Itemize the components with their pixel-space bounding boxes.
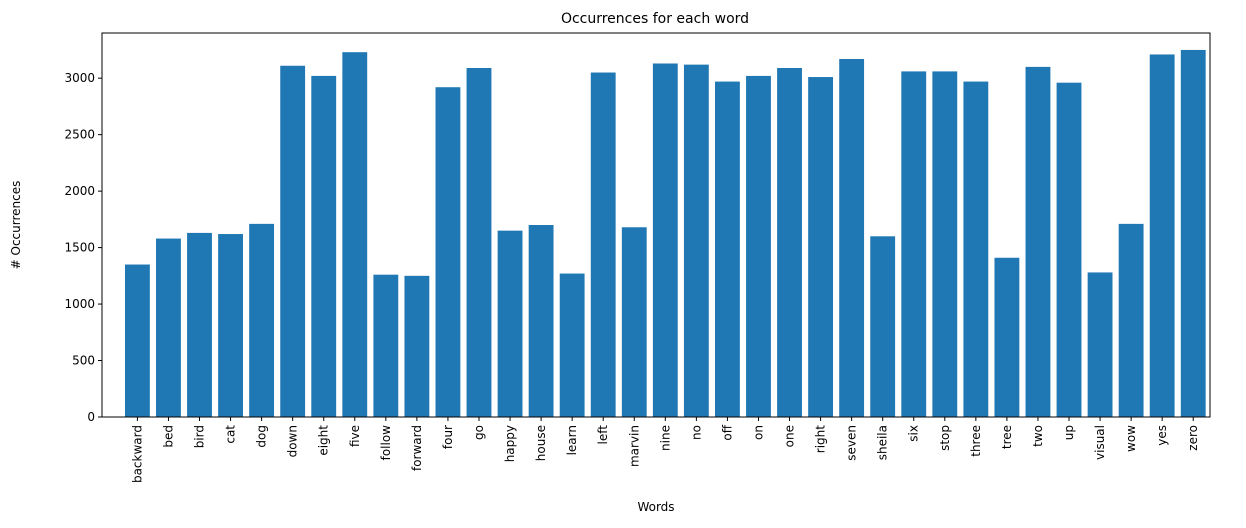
x-tick-label-forward: forward (410, 425, 424, 471)
bar-yes (1149, 54, 1175, 417)
bar-visual (1087, 272, 1113, 417)
x-tick-label-off: off (720, 424, 734, 440)
x-tick-label-six: six (907, 425, 921, 442)
x-tick-label-yes: yes (1155, 425, 1169, 446)
bar-left (590, 72, 616, 417)
bar-two (1025, 66, 1051, 417)
bar-no (683, 64, 709, 417)
bar-forward (404, 275, 430, 417)
y-tick-label: 2500 (64, 128, 95, 142)
bar-up (1056, 82, 1082, 417)
bar-cat (218, 234, 243, 417)
bar-on (746, 75, 771, 417)
x-tick-label-backward: backward (130, 425, 144, 483)
x-tick-label-two: two (1031, 425, 1045, 447)
bar-eight (311, 75, 337, 417)
bar-marvin (621, 227, 647, 417)
x-tick-label-happy: happy (503, 425, 517, 462)
bar-learn (559, 273, 585, 417)
y-tick-label: 1500 (64, 241, 95, 255)
bar-zero (1180, 49, 1206, 418)
bar-six (901, 71, 927, 418)
x-tick-label-five: five (348, 425, 362, 447)
bar-sheila (870, 236, 896, 417)
x-tick-label-tree: tree (1000, 425, 1014, 449)
x-tick-label-nine: nine (658, 425, 672, 451)
plot-area-frame (101, 32, 1211, 418)
x-tick-label-dog: dog (255, 425, 269, 448)
bar-house (528, 225, 554, 417)
chart-title: Occurrences for each word (561, 11, 749, 27)
bar-bird (187, 232, 212, 417)
x-tick-label-down: down (286, 425, 300, 457)
bar-happy (497, 230, 523, 417)
x-tick-label-wow: wow (1124, 425, 1138, 452)
x-tick-label-stop: stop (938, 425, 952, 451)
bar-off (715, 81, 740, 418)
y-axis-label: # Occurrences (9, 181, 23, 270)
x-tick-label-three: three (969, 425, 983, 457)
x-tick-label-follow: follow (379, 425, 393, 461)
y-tick-label: 0 (87, 410, 95, 424)
x-tick-label-go: go (472, 425, 486, 440)
bar-wow (1118, 223, 1144, 417)
x-tick-label-bird: bird (193, 425, 207, 448)
x-tick-label-bed: bed (161, 425, 175, 448)
bar-right (808, 77, 834, 417)
x-axis: backward bed bird cat dog down eight five follow… (130, 417, 1200, 483)
bar-dog (249, 223, 275, 417)
x-tick-label-one: one (783, 425, 797, 447)
x-tick-label-left: left (596, 425, 610, 445)
bars (124, 49, 1206, 418)
x-tick-label-four: four (441, 425, 455, 449)
bar-one (777, 68, 802, 417)
bar-stop (932, 71, 958, 418)
bar-nine (652, 63, 678, 418)
bar-five (342, 52, 368, 417)
x-axis-label: Words (637, 500, 674, 514)
x-tick-label-up: up (1062, 425, 1076, 440)
x-tick-label-right: right (814, 425, 828, 453)
bar-three (963, 81, 989, 418)
bar-follow (373, 274, 399, 417)
x-tick-label-seven: seven (845, 425, 859, 461)
x-tick-label-marvin: marvin (627, 425, 641, 467)
x-tick-label-sheila: sheila (876, 425, 890, 460)
y-axis: 0 500 1000 1500 2000 2500 3000 (64, 71, 102, 424)
y-tick-label: 500 (72, 354, 95, 368)
y-tick-label: 3000 (64, 71, 95, 85)
x-tick-label-on: on (751, 425, 765, 440)
bar-backward (124, 264, 150, 417)
x-tick-label-eight: eight (317, 425, 331, 456)
y-tick-label: 2000 (64, 184, 95, 198)
bar-bed (156, 238, 181, 417)
y-tick-label: 1000 (64, 297, 95, 311)
x-tick-label-zero: zero (1186, 425, 1200, 451)
x-tick-label-cat: cat (224, 425, 238, 444)
x-tick-label-visual: visual (1093, 425, 1107, 460)
x-tick-label-no: no (689, 425, 703, 440)
bar-seven (839, 58, 865, 417)
bar-four (435, 87, 461, 417)
bar-go (466, 68, 492, 417)
bar-tree (994, 257, 1020, 417)
x-tick-label-house: house (534, 425, 548, 461)
bar-down (280, 65, 306, 418)
x-tick-label-learn: learn (565, 425, 579, 455)
